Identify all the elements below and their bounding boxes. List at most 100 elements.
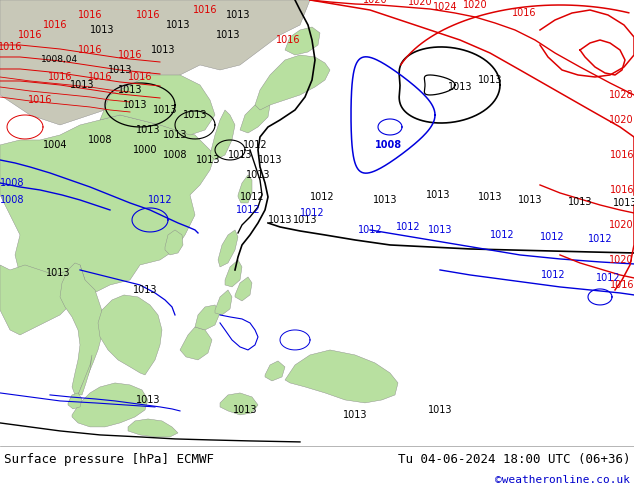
Text: 1013: 1013 [233,405,257,415]
Polygon shape [195,305,220,330]
Text: 1016: 1016 [609,150,634,160]
Text: 1012: 1012 [148,195,172,205]
Polygon shape [0,0,310,125]
Text: 1016: 1016 [136,10,160,20]
Text: 1012: 1012 [596,273,620,283]
Text: 1020: 1020 [609,115,634,125]
Text: 1013: 1013 [448,82,472,92]
Text: 1013: 1013 [246,170,270,180]
Text: 1013: 1013 [163,130,187,140]
Text: ©weatheronline.co.uk: ©weatheronline.co.uk [495,475,630,485]
Text: 1013: 1013 [153,105,178,115]
Text: 1013: 1013 [123,100,147,110]
Text: 1028: 1028 [609,90,634,100]
Polygon shape [165,230,183,255]
Text: 1013: 1013 [293,215,317,225]
Polygon shape [128,419,178,437]
Text: 1013: 1013 [183,110,207,120]
Text: 1016: 1016 [78,10,102,20]
Text: 1016: 1016 [0,42,22,52]
Polygon shape [180,327,212,360]
Text: 1020: 1020 [363,0,387,5]
Text: 1016: 1016 [28,95,52,105]
Polygon shape [68,393,82,409]
Polygon shape [235,277,252,301]
Text: 1020: 1020 [609,220,634,230]
Text: 1012: 1012 [243,140,268,150]
Text: 1020: 1020 [408,0,432,7]
Text: 1013: 1013 [426,190,450,200]
Text: 1016: 1016 [512,8,536,18]
Polygon shape [218,230,238,267]
Text: 1013: 1013 [196,155,220,165]
Text: 1013: 1013 [343,410,367,420]
Text: 1016: 1016 [127,72,152,82]
Text: 1016: 1016 [48,72,72,82]
Polygon shape [60,263,105,395]
Polygon shape [98,295,162,375]
Polygon shape [255,55,330,110]
Text: 1013: 1013 [118,85,142,95]
Text: 1013: 1013 [478,75,502,85]
Polygon shape [285,27,320,55]
Text: 1016: 1016 [87,72,112,82]
Text: 1008: 1008 [0,195,24,205]
Text: 1016: 1016 [78,45,102,55]
Text: 1016: 1016 [193,5,217,15]
Text: 1012: 1012 [396,222,420,232]
Text: 1012: 1012 [489,230,514,240]
Text: 1016: 1016 [609,280,634,290]
Polygon shape [210,110,235,160]
Text: 1012: 1012 [540,232,564,242]
Text: 1013: 1013 [428,225,452,235]
Text: 1004: 1004 [42,140,67,150]
Text: 1020: 1020 [463,0,488,10]
Text: 1016: 1016 [118,50,142,60]
Polygon shape [240,100,270,133]
Text: 1013: 1013 [428,405,452,415]
Polygon shape [0,265,85,335]
Text: 1012: 1012 [300,208,325,218]
Polygon shape [72,383,148,427]
Text: Surface pressure [hPa] ECMWF: Surface pressure [hPa] ECMWF [4,453,214,466]
Text: 1013: 1013 [70,80,94,90]
Text: 1012: 1012 [236,205,261,215]
Text: 1012: 1012 [310,192,335,202]
Text: 1013: 1013 [518,195,542,205]
Polygon shape [265,361,285,381]
Text: 1013: 1013 [90,25,114,35]
Text: 1013: 1013 [612,198,634,208]
Text: 1008: 1008 [0,178,25,188]
Text: 1016: 1016 [18,30,42,40]
Text: 1013: 1013 [108,65,133,75]
Polygon shape [215,290,232,315]
Polygon shape [78,355,92,395]
Text: 1020: 1020 [609,255,634,265]
Polygon shape [0,115,215,300]
Polygon shape [238,175,252,203]
Text: 1016: 1016 [609,185,634,195]
Text: Tu 04-06-2024 18:00 UTC (06+36): Tu 04-06-2024 18:00 UTC (06+36) [398,453,630,466]
Polygon shape [225,260,242,287]
Text: 1016: 1016 [42,20,67,30]
Text: 1008,04: 1008,04 [41,55,79,65]
Polygon shape [220,393,258,415]
Text: 1013: 1013 [136,125,160,135]
Text: 1008: 1008 [375,140,401,150]
Text: 1013: 1013 [226,10,250,20]
Text: 1000: 1000 [133,145,157,155]
Text: 1013: 1013 [228,150,252,160]
Text: 1008: 1008 [87,135,112,145]
Text: 1013: 1013 [216,30,240,40]
Text: 1013: 1013 [373,195,398,205]
Text: 1013: 1013 [258,155,282,165]
Text: 1013: 1013 [478,192,502,202]
Text: 1024: 1024 [432,2,457,12]
Text: 1016: 1016 [276,35,301,45]
Text: 1012: 1012 [541,270,566,280]
Text: 1013: 1013 [151,45,175,55]
Text: 1013: 1013 [136,395,160,405]
Polygon shape [285,350,398,403]
Polygon shape [100,75,215,135]
Text: 1012: 1012 [240,192,264,202]
